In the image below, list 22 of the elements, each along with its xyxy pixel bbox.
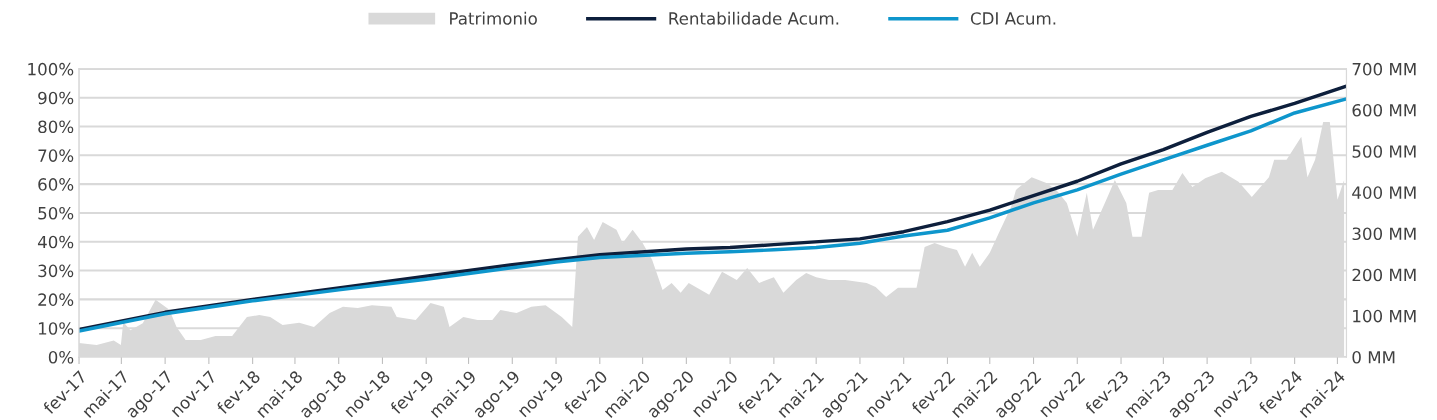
y-tick-label: 0% xyxy=(48,350,74,364)
y2-tick-label: 100 MM xyxy=(1353,309,1416,323)
y2-tick-label: 400 MM xyxy=(1352,186,1416,199)
y-tick-label: 50% xyxy=(38,206,74,220)
y-tick-label: 90% xyxy=(38,91,74,105)
legend-label: Rentabilidade Acum. xyxy=(669,11,839,25)
y2-tick-label: 700 MM xyxy=(1352,62,1416,76)
legend-label: Patrimonio xyxy=(450,11,537,25)
y2-tick-label: 500 MM xyxy=(1352,145,1416,158)
y2-tick-label: 300 MM xyxy=(1352,227,1416,241)
y-tick-label: 30% xyxy=(38,264,74,278)
y2-tick-label: 600 MM xyxy=(1352,104,1416,117)
y-tick-label: 20% xyxy=(38,293,74,306)
y-tick-label: 100% xyxy=(28,62,74,76)
y-tick-label: 60% xyxy=(38,178,74,191)
y-tick-label: 10% xyxy=(38,322,74,335)
y2-tick-label: 0 MM xyxy=(1352,350,1395,364)
y-tick-label: 70% xyxy=(38,149,74,162)
y-tick-label: 40% xyxy=(37,235,74,249)
legend-label: CDI Acum. xyxy=(970,12,1056,25)
y-tick-label: 80% xyxy=(38,120,74,134)
y2-tick-label: 200 MM xyxy=(1352,268,1416,282)
